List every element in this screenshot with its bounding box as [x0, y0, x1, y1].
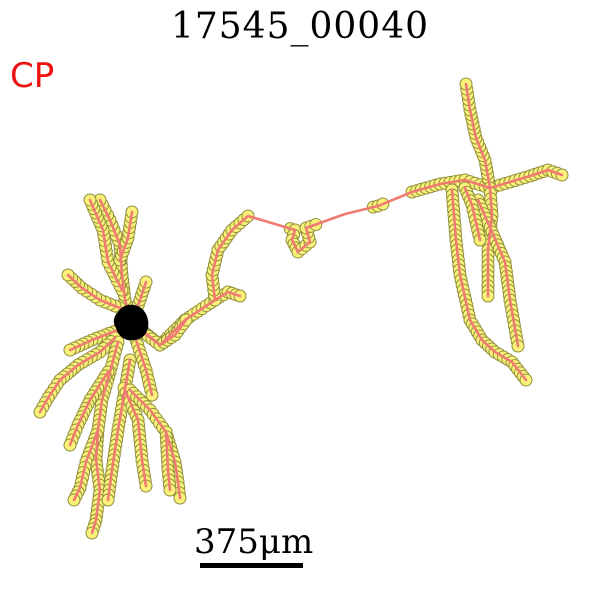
- neurite-branch: [90, 340, 120, 535]
- scale-bar-label: 375μm: [194, 522, 314, 562]
- neurite-branch: [106, 358, 132, 502]
- neurite-branches: [38, 82, 564, 535]
- neurite-branch: [138, 318, 188, 347]
- neurite-branch: [476, 198, 520, 348]
- neurite-branch: [122, 386, 148, 488]
- region-label: CP: [10, 56, 55, 96]
- neurite-branch: [38, 336, 117, 414]
- neurite-branch: [68, 370, 110, 447]
- scale-bar: [200, 563, 303, 568]
- neurite-branch: [464, 82, 492, 190]
- neurite-branch: [463, 186, 482, 242]
- neurite-branch: [210, 178, 492, 302]
- soma: [113, 304, 149, 341]
- neurite-branch: [486, 186, 494, 298]
- neurite-branch: [68, 328, 120, 352]
- neurite-branch: [488, 168, 564, 190]
- neurite-branch: [66, 273, 127, 312]
- neurite-branch: [134, 338, 154, 397]
- neurite-branch: [72, 428, 100, 502]
- neurite-branch: [118, 210, 134, 262]
- neurite-branch: [88, 198, 124, 292]
- neurite-branch: [164, 430, 172, 492]
- neurite-branch: [450, 188, 528, 382]
- neurite-branch: [128, 388, 182, 500]
- trace-markers: [33, 77, 569, 540]
- figure-title: 17545_00040: [170, 6, 430, 47]
